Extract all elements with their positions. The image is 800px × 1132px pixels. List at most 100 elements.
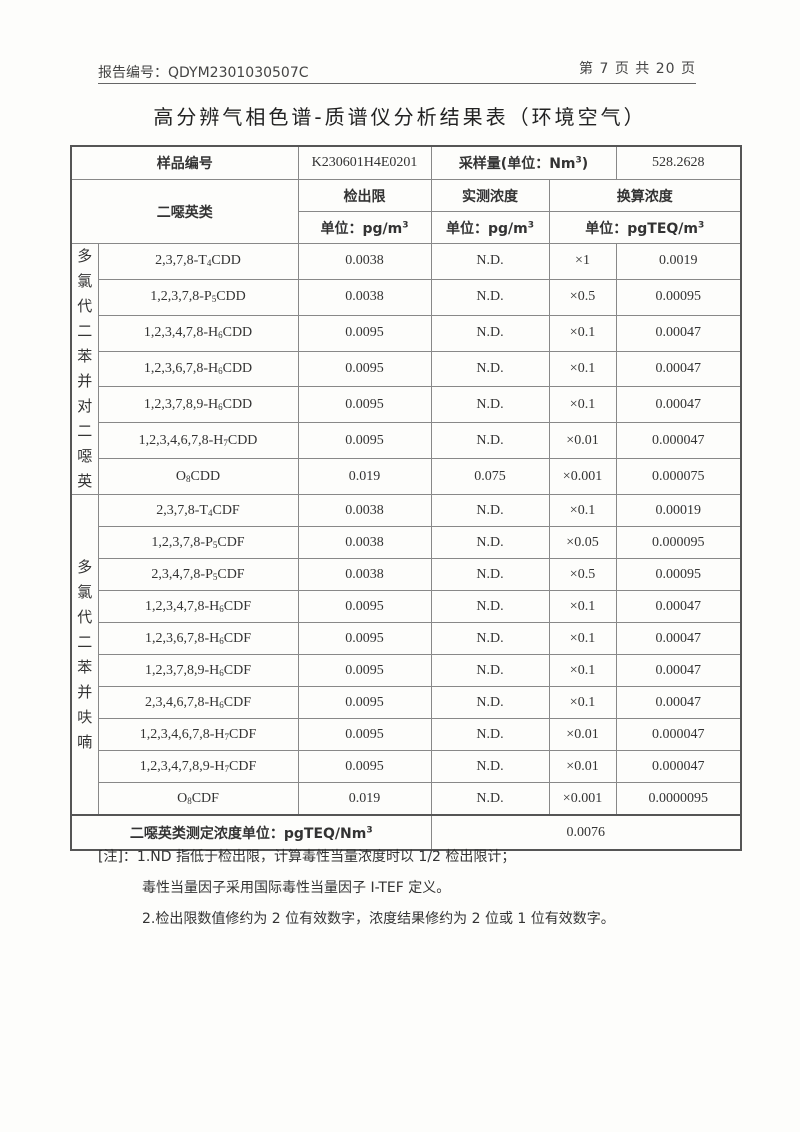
compound-name: 1,2,3,4,7,8-H6CDD xyxy=(97,314,299,352)
table-row: 1,2,3,4,7,8-H6CDD 0.0095 N.D. ×0.1 0.00047 xyxy=(71,314,742,352)
tef-value: ×0.1 xyxy=(548,350,617,388)
tef-value: ×1 xyxy=(548,243,617,280)
group-label: 多氯代二苯并对二噁英 xyxy=(70,243,99,495)
lod-value: 0.0095 xyxy=(297,654,432,687)
header-divider xyxy=(98,83,696,84)
measured-value: N.D. xyxy=(430,750,550,783)
tef-value: ×0.5 xyxy=(548,558,617,591)
table-row: 1,2,3,4,7,8,9-H7CDF 0.0095 N.D. ×0.01 0.0000… xyxy=(71,750,742,783)
tef-value: ×0.01 xyxy=(548,750,617,783)
measured-value: N.D. xyxy=(430,558,550,591)
table-row: 1,2,3,4,6,7,8-H7CDF 0.0095 N.D. ×0.01 0.0000… xyxy=(71,718,742,751)
measured-value: N.D. xyxy=(430,494,550,527)
page-indicator: 第 7 页 共 20 页 xyxy=(579,61,696,77)
notes: [注]：1.ND 指低于检出限，计算毒性当量浓度时以 1/2 检出限计； 毒性当… xyxy=(98,842,615,935)
sample-id: K230601H4E0201 xyxy=(297,145,432,180)
teq-value: 0.0019 xyxy=(615,243,742,280)
compound-name: 2,3,7,8-T4CDD xyxy=(97,243,299,280)
teq-value: 0.00095 xyxy=(615,558,742,591)
lod-value: 0.0095 xyxy=(297,314,432,352)
compound-name: 1,2,3,4,6,7,8-H7CDF xyxy=(97,718,299,751)
measured-unit: 单位：pg/m3 xyxy=(430,211,550,244)
compound-name: 1,2,3,7,8,9-H6CDF xyxy=(97,654,299,687)
lod-value: 0.019 xyxy=(297,458,432,495)
measured-value: N.D. xyxy=(430,350,550,388)
teq-value: 0.000075 xyxy=(615,458,742,495)
total-label: 二噁英类测定浓度单位：pgTEQ/Nm3 xyxy=(70,814,432,851)
converted-unit: 单位：pgTEQ/m3 xyxy=(548,211,742,244)
teq-value: 0.00047 xyxy=(615,350,742,388)
lod-value: 0.0095 xyxy=(297,686,432,719)
table-row: 2,3,4,6,7,8-H6CDF 0.0095 N.D. ×0.1 0.00047 xyxy=(71,686,742,719)
tef-value: ×0.1 xyxy=(548,494,617,527)
table-row: 1,2,3,7,8-P5CDF 0.0038 N.D. ×0.05 0.000095 xyxy=(71,526,742,559)
teq-value: 0.00047 xyxy=(615,686,742,719)
compound-name: 1,2,3,6,7,8-H6CDD xyxy=(97,350,299,388)
compound-name: 1,2,3,4,7,8,9-H7CDF xyxy=(97,750,299,783)
compound-name: 1,2,3,7,8-P5CDD xyxy=(97,278,299,316)
tef-value: ×0.001 xyxy=(548,782,617,816)
lod-value: 0.0038 xyxy=(297,526,432,559)
measured-value: N.D. xyxy=(430,622,550,655)
measured-value: 0.075 xyxy=(430,458,550,495)
table-row: 多氯代二苯并对二噁英 2,3,7,8-T4CDD 0.0038 N.D. ×1 0.001… xyxy=(70,243,742,495)
lod-value: 0.0095 xyxy=(297,590,432,623)
teq-value: 0.0000095 xyxy=(615,782,742,816)
lod-value: 0.0095 xyxy=(297,622,432,655)
compound-name: O8CDF xyxy=(97,782,299,816)
measured-value: N.D. xyxy=(430,314,550,352)
compound-name: 2,3,4,7,8-P5CDF xyxy=(97,558,299,591)
lod-value: 0.0095 xyxy=(297,386,432,424)
sample-label: 样品编号 xyxy=(70,145,299,180)
tef-value: ×0.001 xyxy=(548,458,617,495)
table-row: 2,3,4,7,8-P5CDF 0.0038 N.D. ×0.5 0.00095 xyxy=(71,558,742,591)
tef-value: ×0.01 xyxy=(548,718,617,751)
table-row: 1,2,3,7,8,9-H6CDD 0.0095 N.D. ×0.1 0.00047 xyxy=(71,386,742,424)
compound-name: 2,3,4,6,7,8-H6CDF xyxy=(97,686,299,719)
volume-value: 528.2628 xyxy=(615,145,742,180)
compound-header: 二噁英类 xyxy=(70,179,299,244)
measured-value: N.D. xyxy=(430,526,550,559)
note-line: 毒性当量因子采用国际毒性当量因子 I-TEF 定义。 xyxy=(142,880,451,896)
table-row: 1,2,3,4,7,8-H6CDF 0.0095 N.D. ×0.1 0.00047 xyxy=(71,590,742,623)
teq-value: 0.00047 xyxy=(615,590,742,623)
compound-name: 1,2,3,4,7,8-H6CDF xyxy=(97,590,299,623)
compound-name: 1,2,3,7,8-P5CDF xyxy=(97,526,299,559)
measured-value: N.D. xyxy=(430,686,550,719)
measured-value: N.D. xyxy=(430,243,550,280)
measured-value: N.D. xyxy=(430,422,550,460)
teq-value: 0.000095 xyxy=(615,526,742,559)
measured-header: 实测浓度 xyxy=(430,179,550,212)
lod-value: 0.0095 xyxy=(297,422,432,460)
group-label: 多氯代二苯并呋喃 xyxy=(70,494,99,816)
table-row: 多氯代二苯并呋喃 2,3,7,8-T4CDF 0.0038 N.D. ×0.1 0.000… xyxy=(70,494,742,816)
lod-value: 0.0038 xyxy=(297,558,432,591)
measured-value: N.D. xyxy=(430,590,550,623)
tef-value: ×0.1 xyxy=(548,590,617,623)
table-row: 1,2,3,4,6,7,8-H7CDD 0.0095 N.D. ×0.01 0.0000… xyxy=(71,422,742,460)
table-row: 1,2,3,6,7,8-H6CDF 0.0095 N.D. ×0.1 0.00047 xyxy=(71,622,742,655)
teq-value: 0.00019 xyxy=(615,494,742,527)
teq-value: 0.000047 xyxy=(615,750,742,783)
tef-value: ×0.5 xyxy=(548,278,617,316)
measured-value: N.D. xyxy=(430,718,550,751)
teq-value: 0.000047 xyxy=(615,422,742,460)
tef-value: ×0.01 xyxy=(548,422,617,460)
volume-label: 采样量(单位：Nm3) xyxy=(430,145,617,180)
table-row: 1,2,3,6,7,8-H6CDD 0.0095 N.D. ×0.1 0.00047 xyxy=(71,350,742,388)
tef-value: ×0.1 xyxy=(548,386,617,424)
teq-value: 0.00047 xyxy=(615,654,742,687)
lod-unit: 单位：pg/m3 xyxy=(297,211,432,244)
tef-value: ×0.05 xyxy=(548,526,617,559)
lod-value: 0.0095 xyxy=(297,350,432,388)
note-line: 2.检出限数值修约为 2 位有效数字，浓度结果修约为 2 位或 1 位有效数字。 xyxy=(142,911,615,927)
tef-value: ×0.1 xyxy=(548,314,617,352)
lod-value: 0.0038 xyxy=(297,494,432,527)
lod-header: 检出限 xyxy=(297,179,432,212)
table-row: O8CDF 0.019 N.D. ×0.001 0.0000095 xyxy=(71,782,742,816)
compound-name: 1,2,3,7,8,9-H6CDD xyxy=(97,386,299,424)
compound-name: 1,2,3,6,7,8-H6CDF xyxy=(97,622,299,655)
table-row: 1,2,3,7,8-P5CDD 0.0038 N.D. ×0.5 0.00095 xyxy=(71,278,742,316)
compound-name: O8CDD xyxy=(97,458,299,495)
